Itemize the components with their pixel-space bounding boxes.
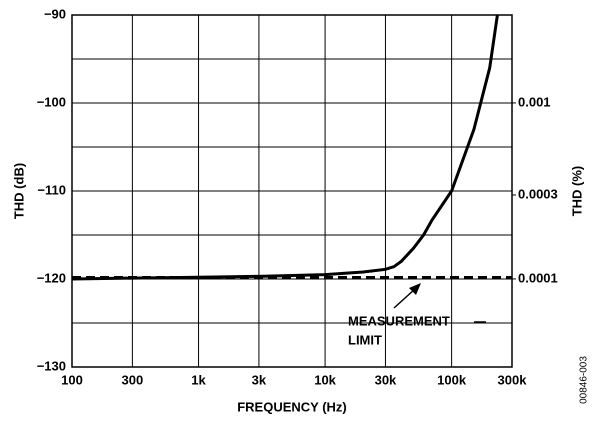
x-tick-label: 10k (314, 372, 336, 387)
x-tick-label: 300 (122, 372, 144, 387)
y-tick-label: −120 (37, 270, 66, 285)
figure-id: 00846-003 (579, 356, 590, 404)
x-tick-label: 100 (61, 372, 83, 387)
x-axis-label: FREQUENCY (Hz) (237, 399, 347, 414)
x-tick-label: 100k (437, 372, 467, 387)
y2-tick-label: 0.0001 (518, 270, 558, 285)
y2-axis-label: THD (%) (569, 166, 584, 217)
arrow-head (409, 283, 421, 295)
x-tick-label: 300k (498, 372, 528, 387)
x-tick-label: 30k (375, 372, 397, 387)
x-tick-label: 1k (191, 372, 206, 387)
y-tick-label: −100 (37, 94, 66, 109)
annotation-arrow (393, 288, 416, 309)
y-tick-label: −130 (37, 358, 66, 373)
y-tick-label: −110 (37, 182, 66, 197)
annotation: MEASUREMENT (348, 313, 450, 328)
plot-frame (71, 14, 513, 368)
y-tick-label: −90 (44, 6, 66, 21)
annotation: LIMIT (348, 332, 382, 347)
y2-tick-label: 0.0003 (518, 186, 558, 201)
thd-line (72, 15, 499, 281)
y-axis-label: THD (dB) (11, 163, 26, 219)
y2-tick-label: 0.001 (518, 94, 551, 109)
x-tick-label: 3k (252, 372, 267, 387)
